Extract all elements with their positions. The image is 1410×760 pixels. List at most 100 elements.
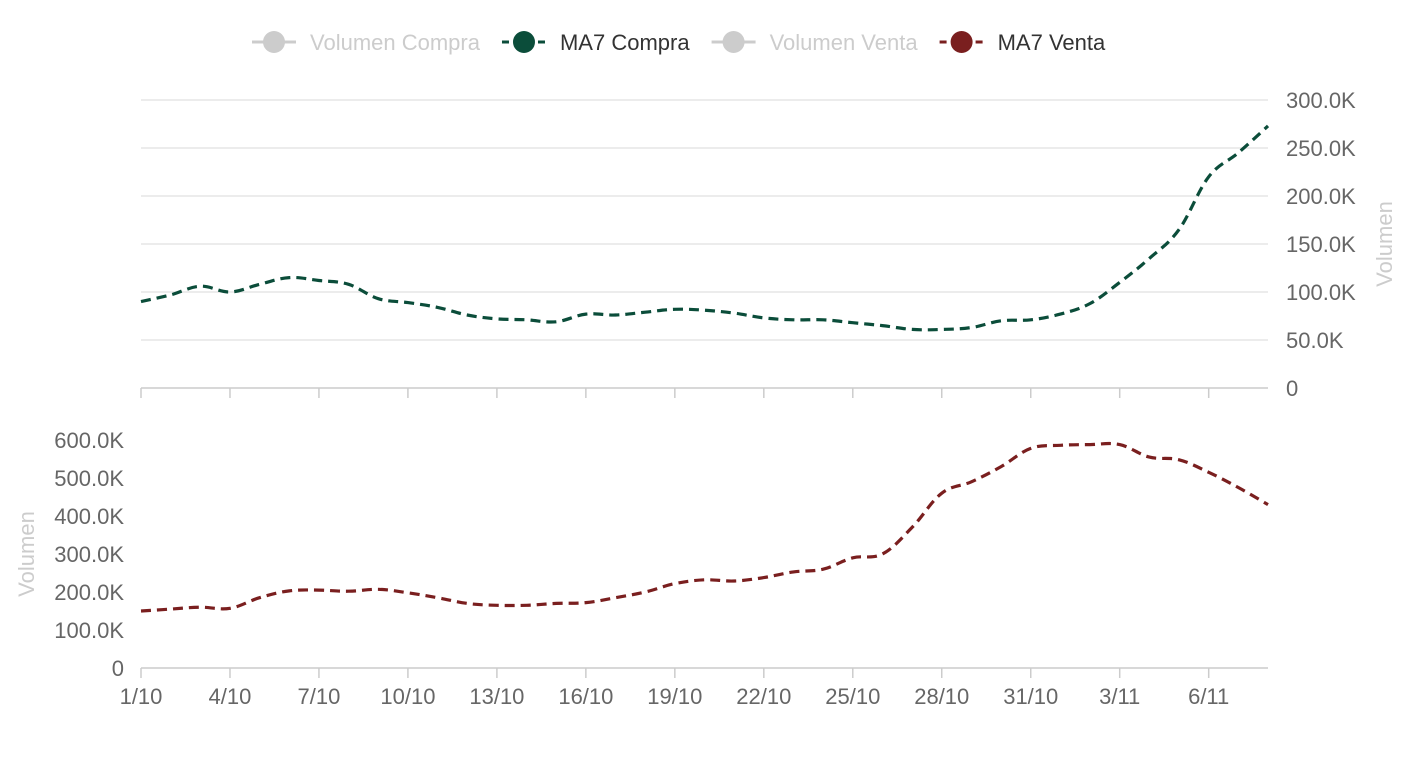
data-point[interactable] bbox=[1086, 441, 1094, 449]
data-point[interactable] bbox=[789, 568, 797, 576]
y-tick-label: 150.0K bbox=[1286, 232, 1356, 257]
legend-item-0[interactable]: Volumen Compra bbox=[252, 30, 481, 55]
series-line-ma7-venta[interactable] bbox=[140, 441, 1269, 613]
data-point[interactable] bbox=[315, 586, 323, 594]
data-point[interactable] bbox=[463, 599, 471, 607]
data-point[interactable] bbox=[641, 308, 649, 316]
data-point[interactable] bbox=[760, 314, 768, 322]
data-point[interactable] bbox=[819, 316, 827, 324]
legend-label-1: MA7 Compra bbox=[560, 30, 690, 55]
data-point[interactable] bbox=[1234, 484, 1242, 492]
data-point[interactable] bbox=[967, 324, 975, 332]
legend-item-2[interactable]: Volumen Venta bbox=[711, 30, 919, 55]
data-point[interactable] bbox=[671, 580, 679, 588]
data-point[interactable] bbox=[315, 276, 323, 284]
data-point[interactable] bbox=[849, 319, 857, 327]
data-point[interactable] bbox=[256, 280, 264, 288]
data-point[interactable] bbox=[404, 299, 412, 307]
data-point[interactable] bbox=[938, 325, 946, 333]
data-point[interactable] bbox=[1234, 149, 1242, 157]
data-point[interactable] bbox=[1056, 310, 1064, 318]
x-tick-label: 13/10 bbox=[469, 684, 524, 709]
data-point[interactable] bbox=[641, 588, 649, 596]
data-point[interactable] bbox=[374, 295, 382, 303]
data-point[interactable] bbox=[493, 601, 501, 609]
data-point[interactable] bbox=[612, 311, 620, 319]
data-point[interactable] bbox=[671, 305, 679, 313]
data-point[interactable] bbox=[285, 587, 293, 595]
data-point[interactable] bbox=[345, 587, 353, 595]
legend-marker-3 bbox=[950, 31, 973, 53]
data-point[interactable] bbox=[908, 523, 916, 531]
data-point[interactable] bbox=[1027, 444, 1035, 452]
data-point[interactable] bbox=[345, 280, 353, 288]
data-point[interactable] bbox=[463, 311, 471, 319]
x-tick-label: 4/10 bbox=[209, 684, 252, 709]
data-point[interactable] bbox=[552, 318, 560, 326]
data-point[interactable] bbox=[226, 288, 234, 296]
data-point[interactable] bbox=[167, 291, 175, 299]
data-point[interactable] bbox=[1086, 300, 1094, 308]
data-point[interactable] bbox=[760, 574, 768, 582]
data-point[interactable] bbox=[137, 607, 145, 615]
data-point[interactable] bbox=[196, 603, 204, 611]
data-point[interactable] bbox=[789, 316, 797, 324]
data-point[interactable] bbox=[552, 599, 560, 607]
data-point[interactable] bbox=[849, 554, 857, 562]
data-point[interactable] bbox=[1056, 441, 1064, 449]
data-point[interactable] bbox=[434, 303, 442, 311]
data-point[interactable] bbox=[1116, 278, 1124, 286]
data-point[interactable] bbox=[730, 577, 738, 585]
x-tick-label: 28/10 bbox=[914, 684, 969, 709]
y-tick-label: 300.0K bbox=[54, 542, 124, 567]
data-point[interactable] bbox=[730, 309, 738, 317]
data-point[interactable] bbox=[967, 478, 975, 486]
data-point[interactable] bbox=[196, 282, 204, 290]
compra-panel: 0 50.0K 100.0K 150.0K 200.0K 250.0K 300.0K Volu… bbox=[137, 88, 1397, 401]
data-point[interactable] bbox=[582, 599, 590, 607]
series-line-ma7-compra[interactable] bbox=[140, 124, 1270, 332]
data-point[interactable] bbox=[1264, 122, 1272, 130]
data-point[interactable] bbox=[612, 594, 620, 602]
data-point[interactable] bbox=[1205, 468, 1213, 476]
data-point[interactable] bbox=[938, 489, 946, 497]
data-point[interactable] bbox=[226, 604, 234, 612]
data-point[interactable] bbox=[523, 601, 531, 609]
data-point[interactable] bbox=[1264, 501, 1272, 509]
legend-item-1[interactable]: MA7 Compra bbox=[501, 30, 690, 55]
data-point[interactable] bbox=[997, 463, 1005, 471]
data-point[interactable] bbox=[493, 315, 501, 323]
y-tick-label: 600.0K bbox=[54, 428, 124, 453]
x-tick-label: 10/10 bbox=[380, 684, 435, 709]
data-point[interactable] bbox=[1175, 226, 1183, 234]
data-point[interactable] bbox=[1175, 456, 1183, 464]
x-tick-label: 19/10 bbox=[647, 684, 702, 709]
data-point[interactable] bbox=[1145, 254, 1153, 262]
data-point[interactable] bbox=[167, 605, 175, 613]
data-point[interactable] bbox=[878, 550, 886, 558]
data-point[interactable] bbox=[701, 306, 709, 314]
legend-item-3[interactable]: MA7 Venta bbox=[939, 30, 1106, 55]
data-point[interactable] bbox=[285, 274, 293, 282]
data-point[interactable] bbox=[1145, 453, 1153, 461]
x-tick-label: 31/10 bbox=[1003, 684, 1058, 709]
data-point[interactable] bbox=[1205, 173, 1213, 181]
data-point[interactable] bbox=[523, 316, 531, 324]
data-point[interactable] bbox=[819, 565, 827, 573]
y-tick-label: 0 bbox=[1286, 376, 1298, 401]
data-point[interactable] bbox=[582, 310, 590, 318]
data-point[interactable] bbox=[997, 317, 1005, 325]
data-point[interactable] bbox=[1116, 441, 1124, 449]
data-point[interactable] bbox=[256, 594, 264, 602]
data-point[interactable] bbox=[434, 594, 442, 602]
data-point[interactable] bbox=[374, 585, 382, 593]
data-point[interactable] bbox=[878, 322, 886, 330]
data-point[interactable] bbox=[404, 589, 412, 597]
legend-label-2: Volumen Venta bbox=[770, 30, 919, 55]
x-tick-label: 3/11 bbox=[1099, 684, 1140, 709]
data-point[interactable] bbox=[137, 298, 145, 306]
data-point[interactable] bbox=[1027, 316, 1035, 324]
legend-label-3: MA7 Venta bbox=[998, 30, 1106, 55]
data-point[interactable] bbox=[701, 576, 709, 584]
data-point[interactable] bbox=[908, 325, 916, 333]
